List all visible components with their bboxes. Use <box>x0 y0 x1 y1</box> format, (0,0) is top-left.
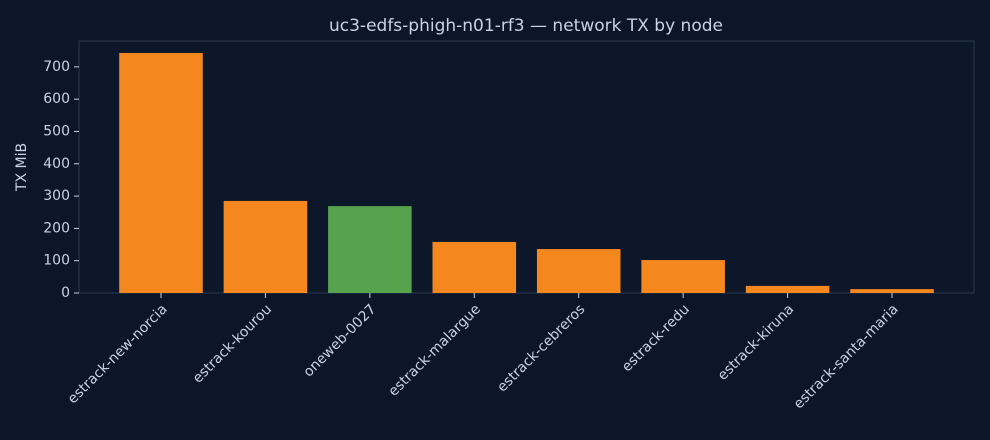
bar <box>850 289 934 293</box>
y-tick-label: 600 <box>43 91 70 107</box>
bar <box>536 249 621 293</box>
bar <box>432 241 517 293</box>
bar <box>223 200 308 293</box>
plot-area <box>78 40 975 294</box>
y-tick-label: 200 <box>43 220 70 236</box>
y-axis-label: TX MiB <box>14 143 30 192</box>
bar <box>745 285 830 293</box>
bar <box>328 206 412 293</box>
chart-title: uc3-edfs-phigh-n01-rf3 — network TX by n… <box>329 16 723 36</box>
y-tick-label: 500 <box>43 123 70 139</box>
y-tick-label: 700 <box>43 59 70 75</box>
y-tick-label: 0 <box>61 285 70 301</box>
bar <box>641 260 725 293</box>
bar <box>119 52 203 294</box>
y-tick-label: 400 <box>43 156 70 172</box>
y-tick-label: 100 <box>43 253 70 269</box>
y-tick-label: 300 <box>43 188 70 204</box>
